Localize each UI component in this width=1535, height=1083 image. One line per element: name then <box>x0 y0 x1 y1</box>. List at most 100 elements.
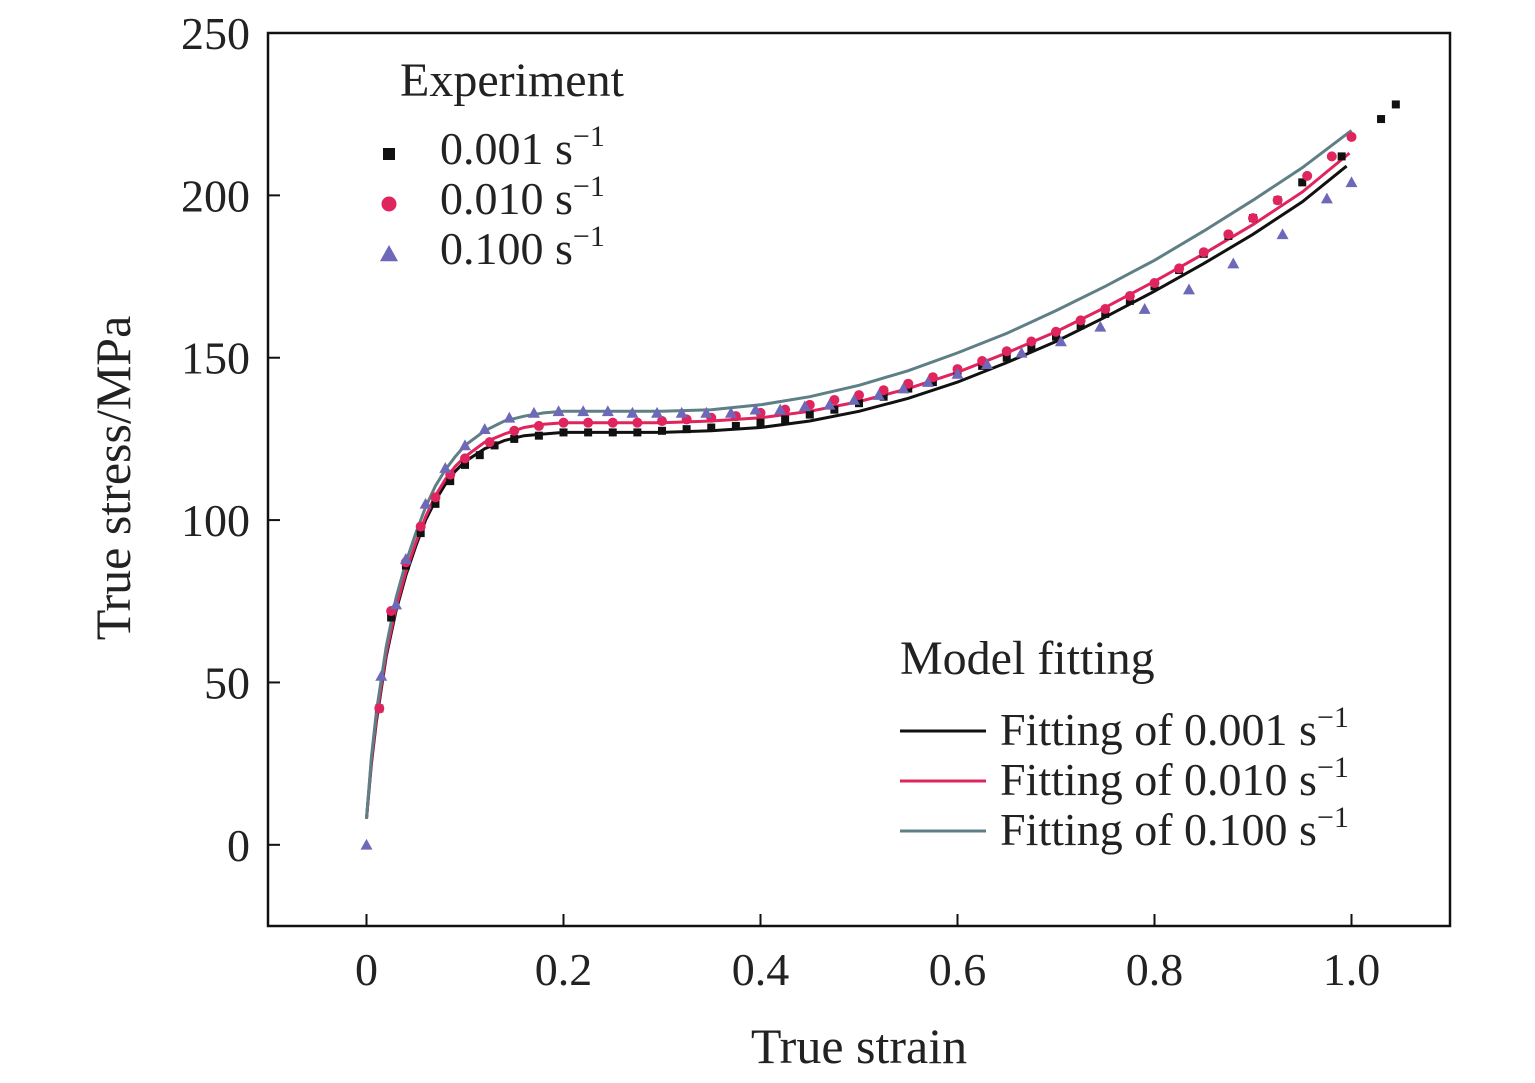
legend-label-text: Fitting of 0.100 s <box>1000 804 1317 855</box>
data-point-triangle <box>360 838 373 850</box>
data-point-circle <box>1302 170 1313 181</box>
data-point-triangle <box>577 405 590 417</box>
legend-marker-triangle <box>380 245 398 262</box>
data-point-circle <box>903 378 914 389</box>
data-point-circle <box>854 390 864 401</box>
data-point-circle <box>1026 336 1037 347</box>
legend-model-label: Fitting of 0.010 s−1 <box>1000 751 1349 805</box>
x-tick-label: 0.8 <box>1126 944 1184 995</box>
data-point-square <box>431 499 440 508</box>
data-point-square <box>608 428 617 437</box>
legend-label-superscript: −1 <box>1317 801 1349 834</box>
data-point-triangle <box>1276 228 1289 240</box>
data-point-triangle <box>439 462 452 473</box>
data-point-triangle <box>1054 335 1067 347</box>
data-point-square <box>731 421 740 430</box>
data-point-square <box>510 434 519 443</box>
data-point-square <box>490 441 499 450</box>
x-tick-label: 0.6 <box>929 944 987 995</box>
x-tick-label: 0.2 <box>535 944 593 995</box>
data-point-circle <box>632 417 643 428</box>
data-point-circle <box>533 420 544 431</box>
fitting-line <box>365 129 1353 819</box>
data-point-triangle <box>774 403 787 415</box>
legend-label-superscript: −1 <box>573 120 605 153</box>
data-point-circle <box>415 521 426 532</box>
data-point-triangle <box>1138 303 1151 314</box>
data-point-triangle <box>1182 283 1195 295</box>
data-point-square <box>584 428 593 437</box>
data-point-triangle <box>897 382 910 394</box>
data-point-square <box>1027 343 1036 352</box>
data-point-square <box>416 529 425 538</box>
data-point-square <box>461 460 469 469</box>
data-point-circle <box>430 492 441 503</box>
data-point-circle <box>1124 291 1135 302</box>
data-point-circle <box>460 453 470 464</box>
data-point-square <box>633 428 642 437</box>
data-point-circle <box>657 416 667 427</box>
data-point-circle <box>558 417 569 428</box>
data-point-triangle <box>478 423 491 434</box>
data-point-circle <box>927 372 938 383</box>
data-point-square <box>682 425 691 434</box>
data-point-square <box>387 613 396 622</box>
data-point-square <box>1298 178 1307 187</box>
data-point-square <box>879 392 888 401</box>
legend-experiment-title: Experiment <box>400 54 625 107</box>
data-point-square <box>1377 115 1386 124</box>
x-axis-title: True strain <box>751 1018 967 1074</box>
data-point-triangle <box>399 553 412 564</box>
experiment-series <box>360 176 1358 850</box>
y-tick-label: 100 <box>181 495 250 546</box>
data-point-circle <box>1051 326 1061 337</box>
legend-model-label: Fitting of 0.100 s−1 <box>1000 801 1349 855</box>
data-point-square <box>756 418 765 427</box>
legend-marker-circle <box>381 196 397 212</box>
legend-label-text: Fitting of 0.010 s <box>1000 754 1317 805</box>
legend-label-superscript: −1 <box>1317 751 1349 784</box>
data-point-circle <box>1149 278 1160 289</box>
data-point-triangle <box>1345 176 1358 188</box>
data-point-triangle <box>626 406 639 418</box>
data-point-circle <box>829 394 840 405</box>
data-point-triangle <box>981 358 994 370</box>
data-point-square <box>707 423 716 432</box>
plot-frame <box>266 31 1452 928</box>
data-point-square <box>830 405 839 414</box>
data-point-triangle <box>798 400 811 412</box>
data-point-triangle <box>527 406 540 418</box>
data-point-square <box>446 477 455 486</box>
data-point-triangle <box>601 405 614 417</box>
data-point-triangle <box>375 669 388 681</box>
data-point-circle <box>1198 247 1209 258</box>
data-point-triangle <box>651 406 664 418</box>
data-point-circle <box>509 425 520 436</box>
legend-label-text: 0.100 s <box>440 223 573 274</box>
data-point-square <box>781 415 790 424</box>
x-tick-label: 0 <box>355 944 378 995</box>
y-tick-label: 250 <box>181 8 250 59</box>
data-point-square <box>658 426 666 435</box>
data-point-triangle <box>1227 257 1240 269</box>
legend-label-text: 0.001 s <box>440 123 573 174</box>
data-point-triangle <box>700 406 713 418</box>
data-point-triangle <box>390 598 403 610</box>
data-point-circle <box>1075 315 1086 326</box>
y-tick-label: 150 <box>181 333 250 384</box>
y-tick-label: 50 <box>204 657 250 708</box>
data-point-triangle <box>552 405 565 417</box>
data-point-square <box>1002 353 1011 362</box>
data-point-triangle <box>419 497 432 509</box>
data-point-circle <box>484 437 495 448</box>
data-point-triangle <box>872 389 885 400</box>
legend-model-title: Model fitting <box>900 632 1155 685</box>
data-point-circle <box>583 417 594 428</box>
data-point-circle <box>1248 213 1258 224</box>
data-point-circle <box>374 703 385 714</box>
x-tick-label: 1.0 <box>1323 944 1381 995</box>
y-tick-label: 200 <box>181 170 250 221</box>
y-tick-label: 0 <box>227 820 250 871</box>
x-tick-label: 0.4 <box>732 944 790 995</box>
